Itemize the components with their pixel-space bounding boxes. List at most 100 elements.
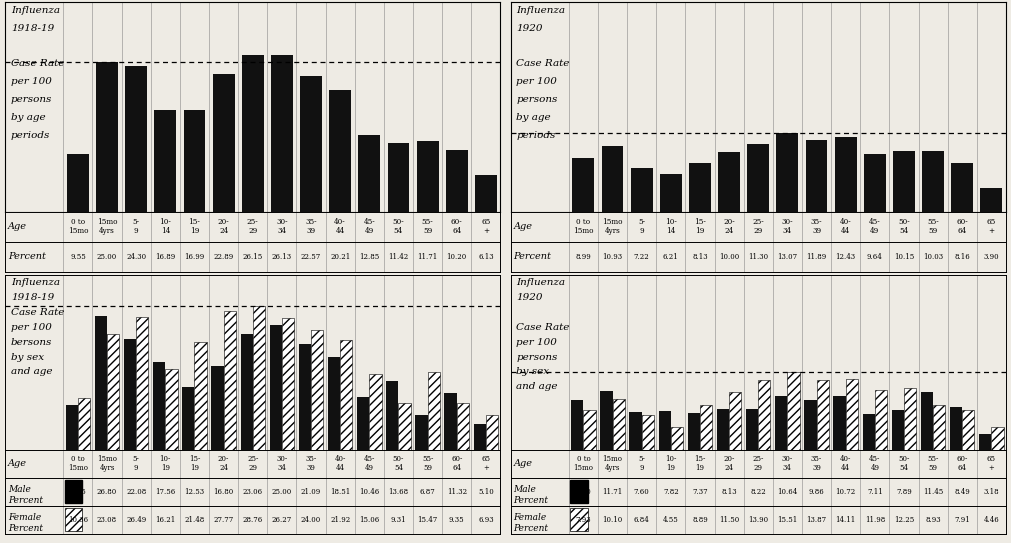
Text: 9.35: 9.35 [449, 516, 464, 523]
Text: Male: Male [8, 485, 31, 494]
Text: 16.80: 16.80 [213, 488, 234, 496]
Text: 35-
39: 35- 39 [305, 455, 316, 472]
Text: 26.49: 26.49 [126, 516, 147, 523]
Text: Percent: Percent [514, 524, 549, 533]
Text: 5-
9: 5- 9 [638, 455, 645, 472]
Text: 13.07: 13.07 [777, 252, 798, 261]
Text: 5-
9: 5- 9 [132, 455, 140, 472]
Bar [153, 362, 166, 450]
Text: 22.89: 22.89 [213, 252, 234, 261]
Bar [242, 55, 264, 212]
Bar [369, 374, 381, 450]
Text: 8.89: 8.89 [693, 516, 708, 523]
Bar [875, 390, 887, 450]
Text: 65
+: 65 + [481, 455, 490, 472]
Text: 26.15: 26.15 [243, 252, 263, 261]
Bar [386, 381, 398, 450]
Text: 0 to
15mo: 0 to 15mo [573, 218, 593, 235]
Text: Influenza: Influenza [11, 6, 60, 15]
Text: 0 to
15mo: 0 to 15mo [68, 455, 88, 472]
Text: 6.84: 6.84 [634, 516, 649, 523]
Bar [690, 163, 711, 212]
Text: 8.13: 8.13 [693, 252, 708, 261]
Text: Male: Male [514, 485, 537, 494]
Bar [570, 481, 587, 503]
Bar [671, 427, 683, 450]
Text: Age: Age [8, 459, 27, 468]
Bar [862, 414, 875, 450]
Text: 16.21: 16.21 [156, 516, 176, 523]
Bar [416, 415, 428, 450]
Bar [904, 388, 916, 450]
Text: 13.68: 13.68 [388, 488, 408, 496]
Text: 0 to
15mo: 0 to 15mo [573, 455, 593, 472]
Bar [96, 61, 118, 212]
Text: 20-
24: 20- 24 [218, 455, 229, 472]
Text: Influenza: Influenza [517, 6, 565, 15]
Text: and age: and age [517, 382, 558, 392]
Text: 12.85: 12.85 [359, 252, 379, 261]
Bar [66, 406, 78, 450]
Bar [747, 144, 769, 212]
Text: per 100: per 100 [11, 77, 52, 86]
Text: 10-
19: 10- 19 [160, 455, 171, 472]
Bar [729, 392, 741, 450]
Text: 25.00: 25.00 [97, 252, 117, 261]
Text: 9.31: 9.31 [390, 516, 406, 523]
Bar [601, 391, 613, 450]
Bar [428, 372, 440, 450]
Bar [700, 405, 712, 450]
Text: 15-
19: 15- 19 [695, 455, 706, 472]
Text: 28.76: 28.76 [243, 516, 263, 523]
Bar [835, 137, 856, 212]
Text: 30-
34: 30- 34 [782, 455, 793, 472]
Text: 60-
64: 60- 64 [451, 455, 462, 472]
Text: 3.90: 3.90 [984, 252, 999, 261]
Text: 30-
34: 30- 34 [782, 218, 794, 235]
Text: 30-
34: 30- 34 [276, 455, 287, 472]
Bar [951, 163, 974, 212]
Text: 10.36: 10.36 [68, 516, 88, 523]
Text: 4.55: 4.55 [663, 516, 678, 523]
Text: 3.18: 3.18 [984, 488, 999, 496]
Text: 11.71: 11.71 [418, 252, 438, 261]
Bar [806, 140, 827, 212]
Bar [253, 306, 265, 450]
Text: 18.51: 18.51 [330, 488, 350, 496]
Text: 10.15: 10.15 [894, 252, 914, 261]
Bar [124, 339, 136, 450]
Bar [387, 143, 409, 212]
Bar [328, 357, 340, 450]
Text: Percent: Percent [8, 524, 43, 533]
Text: Age: Age [514, 222, 533, 231]
Text: 8.22: 8.22 [750, 488, 766, 496]
Text: 4.46: 4.46 [984, 516, 999, 523]
Text: 20-
24: 20- 24 [217, 218, 229, 235]
Text: 22.08: 22.08 [126, 488, 147, 496]
Text: 7.11: 7.11 [867, 488, 883, 496]
Bar [67, 154, 89, 212]
Bar [631, 168, 653, 212]
Text: 20-
24: 20- 24 [723, 218, 735, 235]
Bar [788, 372, 800, 450]
Bar [270, 325, 282, 450]
Bar [107, 334, 119, 450]
Text: 8.99: 8.99 [575, 252, 591, 261]
Text: 5-
9: 5- 9 [638, 218, 645, 235]
Text: 21.92: 21.92 [330, 516, 350, 523]
Bar [357, 397, 369, 450]
Text: 8.49: 8.49 [954, 488, 971, 496]
Text: 20.21: 20.21 [330, 252, 350, 261]
Bar [893, 151, 915, 212]
Bar [330, 90, 351, 212]
Text: 10.03: 10.03 [923, 252, 943, 261]
Text: 16.89: 16.89 [156, 252, 176, 261]
Text: periods: periods [11, 131, 51, 140]
Text: 10-
19: 10- 19 [665, 455, 676, 472]
Text: 11.45: 11.45 [923, 488, 943, 496]
Text: Percent: Percent [8, 252, 45, 261]
Bar [166, 369, 178, 450]
Text: 15-
19: 15- 19 [189, 455, 200, 472]
Text: 9.90: 9.90 [575, 488, 591, 496]
Bar [775, 396, 788, 450]
